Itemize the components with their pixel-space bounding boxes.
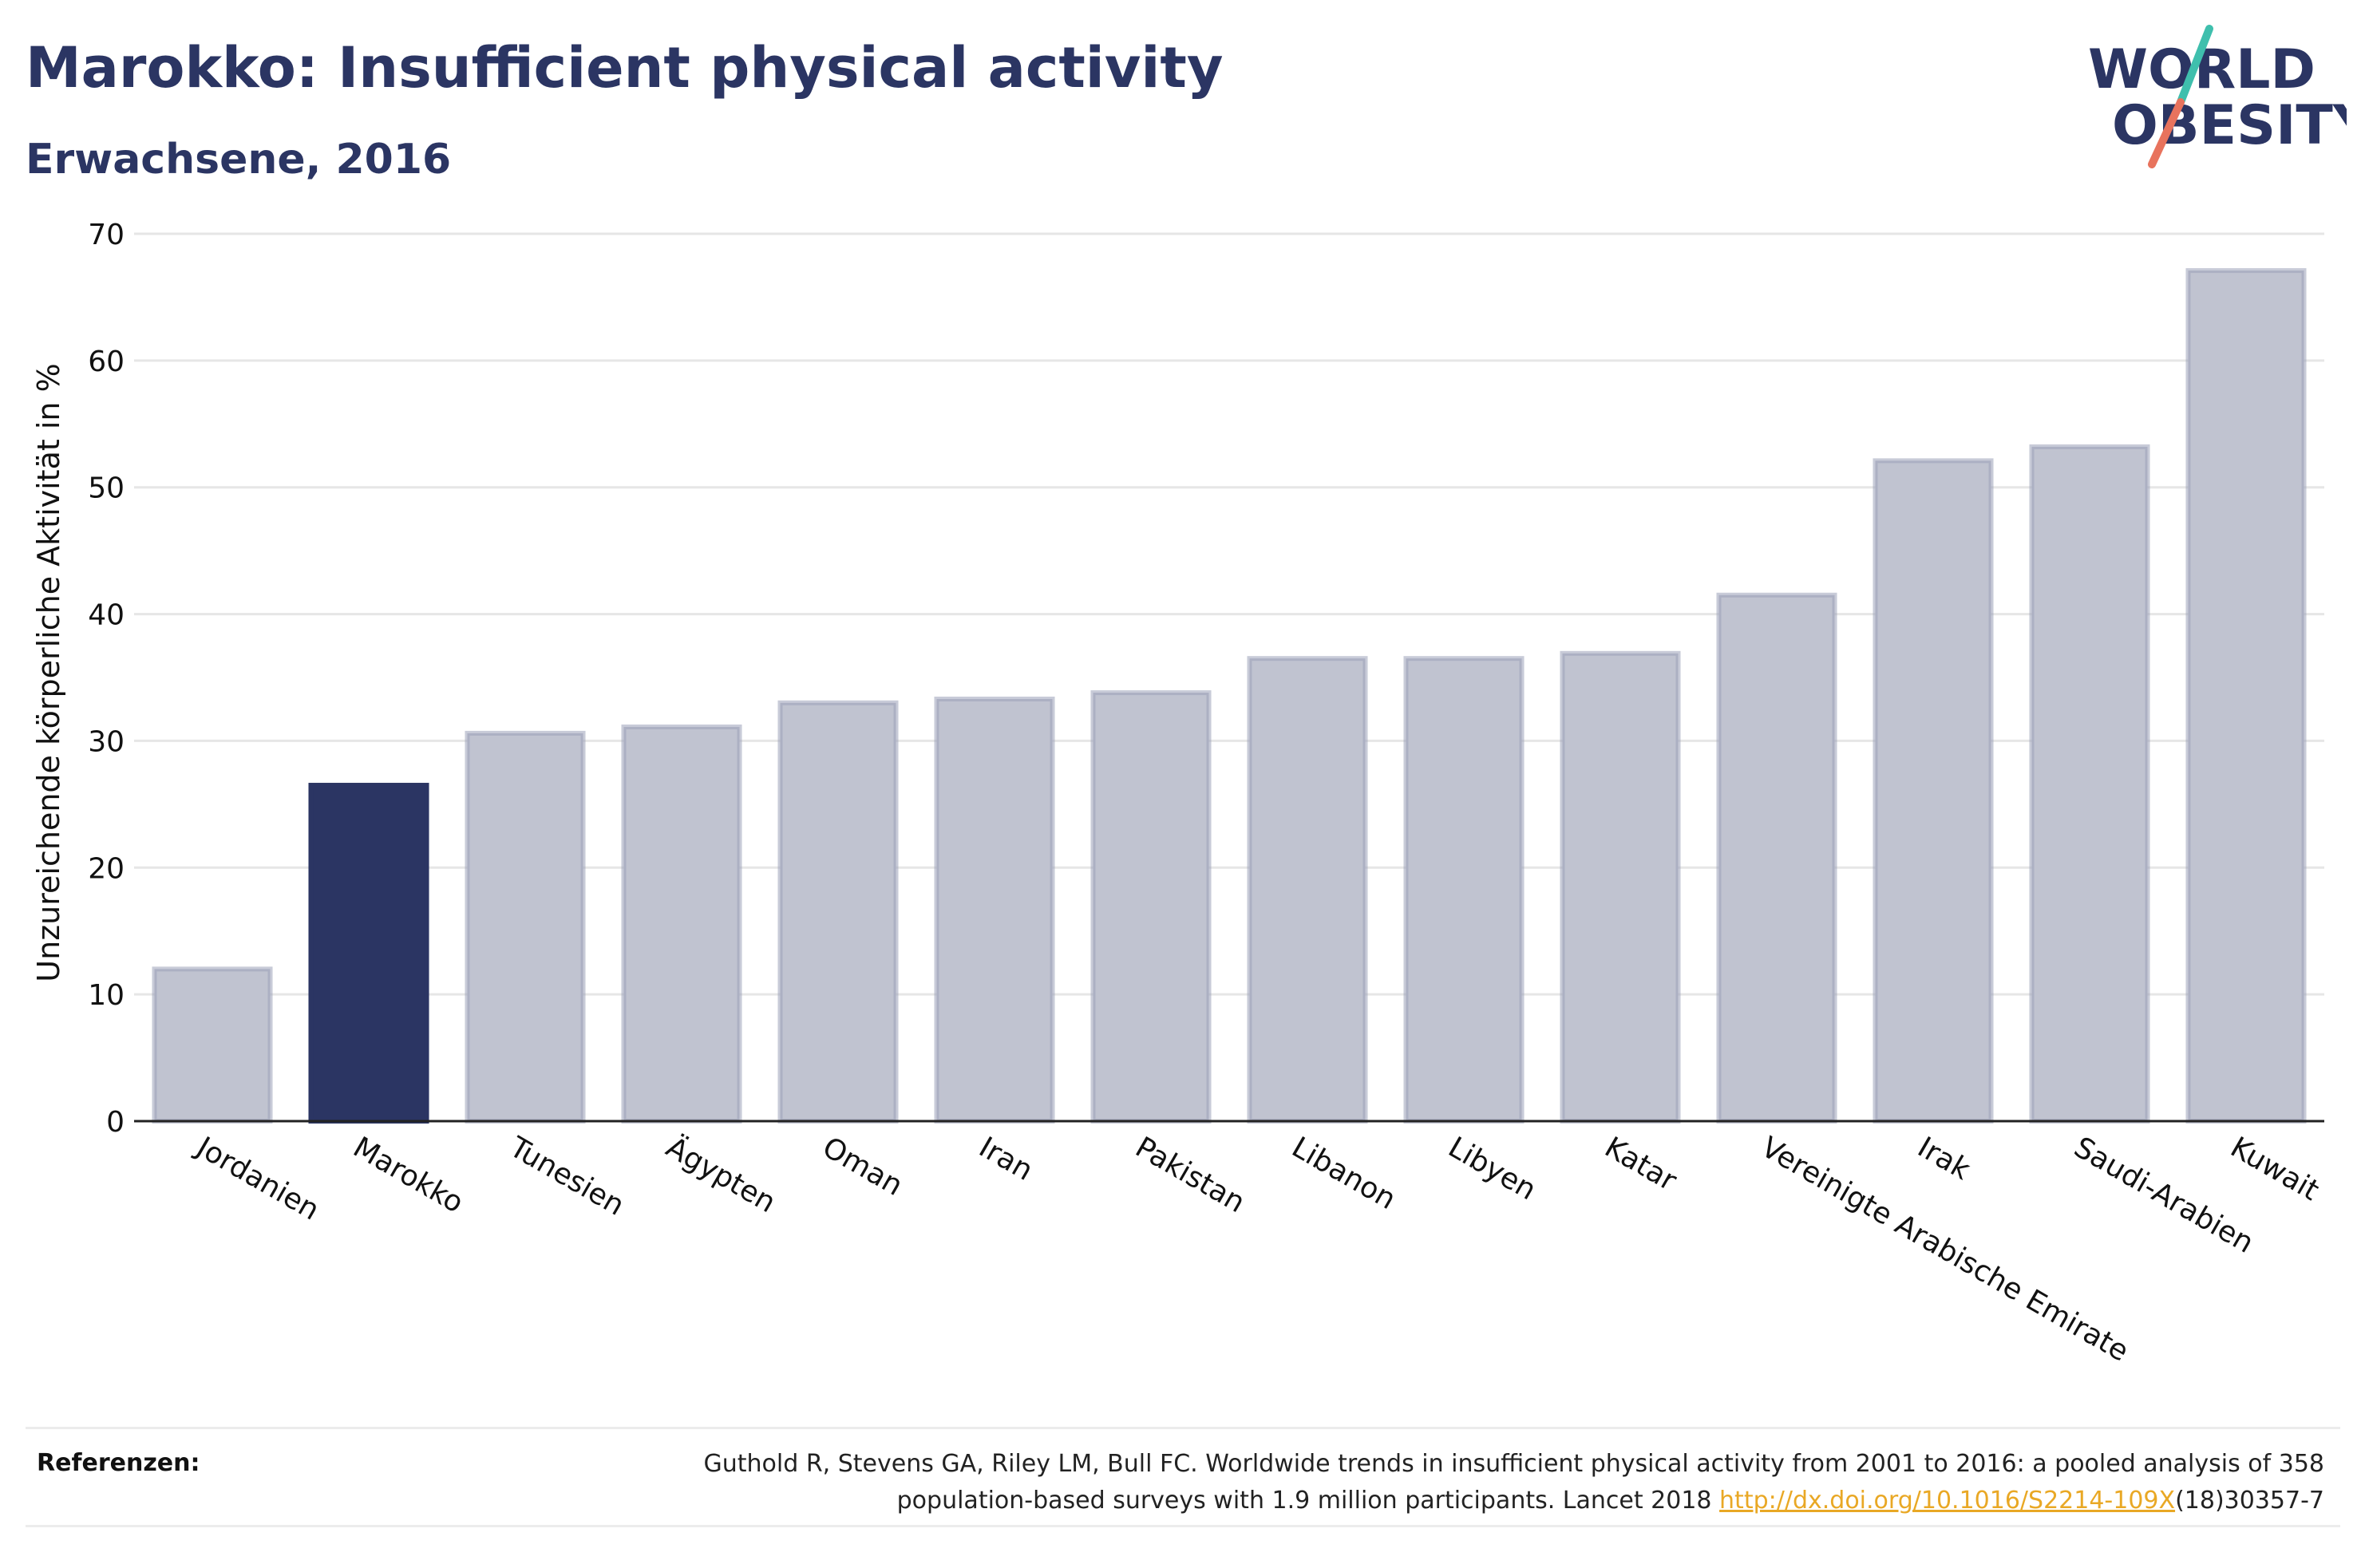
bar-vereinigte-arabische-emirate [1716, 592, 1837, 1124]
x-tick-label: Iran [974, 1131, 1038, 1187]
world-obesity-logo: WORLD OBESITY [2088, 25, 2347, 168]
x-tick-label: Jordanien [190, 1130, 325, 1226]
y-tick-label: 40 [88, 599, 125, 632]
bar-chart: 0 10 20 30 40 50 60 70 Jordanien Marokko Tunesien… [31, 219, 2324, 1369]
chart-subtitle: Erwachsene, 2016 [26, 136, 452, 184]
bar-pakistan [1090, 690, 1212, 1124]
x-tick-label: Katar [1600, 1131, 1683, 1198]
y-tick-labels: 0 10 20 30 40 50 60 70 [88, 219, 125, 1139]
x-tick-label: Pakistan [1130, 1131, 1251, 1219]
bars [152, 268, 2307, 1124]
y-tick-label: 30 [88, 725, 125, 758]
bar-jordanien [152, 966, 273, 1124]
y-tick-label: 50 [88, 472, 125, 505]
logo-slash-top [2177, 25, 2213, 106]
logo-slash-bottom [2148, 98, 2185, 168]
footer-divider-bottom [26, 1525, 2340, 1527]
footer-divider-top [26, 1427, 2340, 1429]
references-label: Referenzen: [37, 1449, 200, 1477]
bar-irak [1873, 458, 1994, 1124]
bar-katar [1560, 650, 1681, 1124]
chart-title: Marokko: Insufficient physical activity [26, 35, 1224, 101]
logo-line-2: OBESITY [2112, 94, 2347, 157]
x-tick-label: Irak [1912, 1131, 1976, 1187]
x-tick-label: Ägypten [661, 1130, 782, 1219]
bar-kuwait [2185, 268, 2307, 1124]
reference-prefix: population-based surveys with 1.9 millio… [896, 1487, 1720, 1515]
bar-saudi-arabien [2029, 444, 2150, 1124]
x-tick-label: Libanon [1287, 1131, 1402, 1216]
bar-ägypten [621, 724, 742, 1124]
bar-marokko [308, 783, 429, 1124]
bar-iran [934, 697, 1055, 1124]
x-tick-label: Tunesien [504, 1131, 630, 1222]
x-tick-label: Oman [817, 1131, 908, 1203]
y-axis-label: Unzureichende körperliche Aktivität in % [31, 363, 66, 981]
bar-libyen [1403, 656, 1525, 1124]
reference-line-1: Guthold R, Stevens GA, Riley LM, Bull FC… [703, 1450, 2324, 1478]
y-tick-label: 10 [88, 979, 125, 1012]
x-tick-label: Libyen [1443, 1131, 1542, 1207]
bar-libanon [1247, 656, 1368, 1124]
reference-line-2: population-based surveys with 1.9 millio… [488, 1483, 2324, 1519]
bar-oman [777, 700, 899, 1124]
bar-tunesien [465, 730, 586, 1124]
y-tick-label: 70 [88, 219, 125, 251]
y-tick-label: 60 [88, 346, 125, 378]
references-text: Guthold R, Stevens GA, Riley LM, Bull FC… [488, 1446, 2324, 1519]
x-tick-label: Kuwait [2225, 1131, 2325, 1207]
doi-link[interactable]: http://dx.doi.org/10.1016/S2214-109X [1719, 1487, 2176, 1515]
x-tick-labels: Jordanien Marokko Tunesien Ägypten Oman Iran P… [190, 1130, 2324, 1368]
reference-suffix: (18)30357-7 [2175, 1487, 2324, 1515]
y-tick-label: 20 [88, 852, 125, 885]
grid-lines [134, 232, 2324, 1123]
y-tick-label: 0 [106, 1106, 125, 1139]
x-tick-label: Marokko [348, 1131, 469, 1219]
